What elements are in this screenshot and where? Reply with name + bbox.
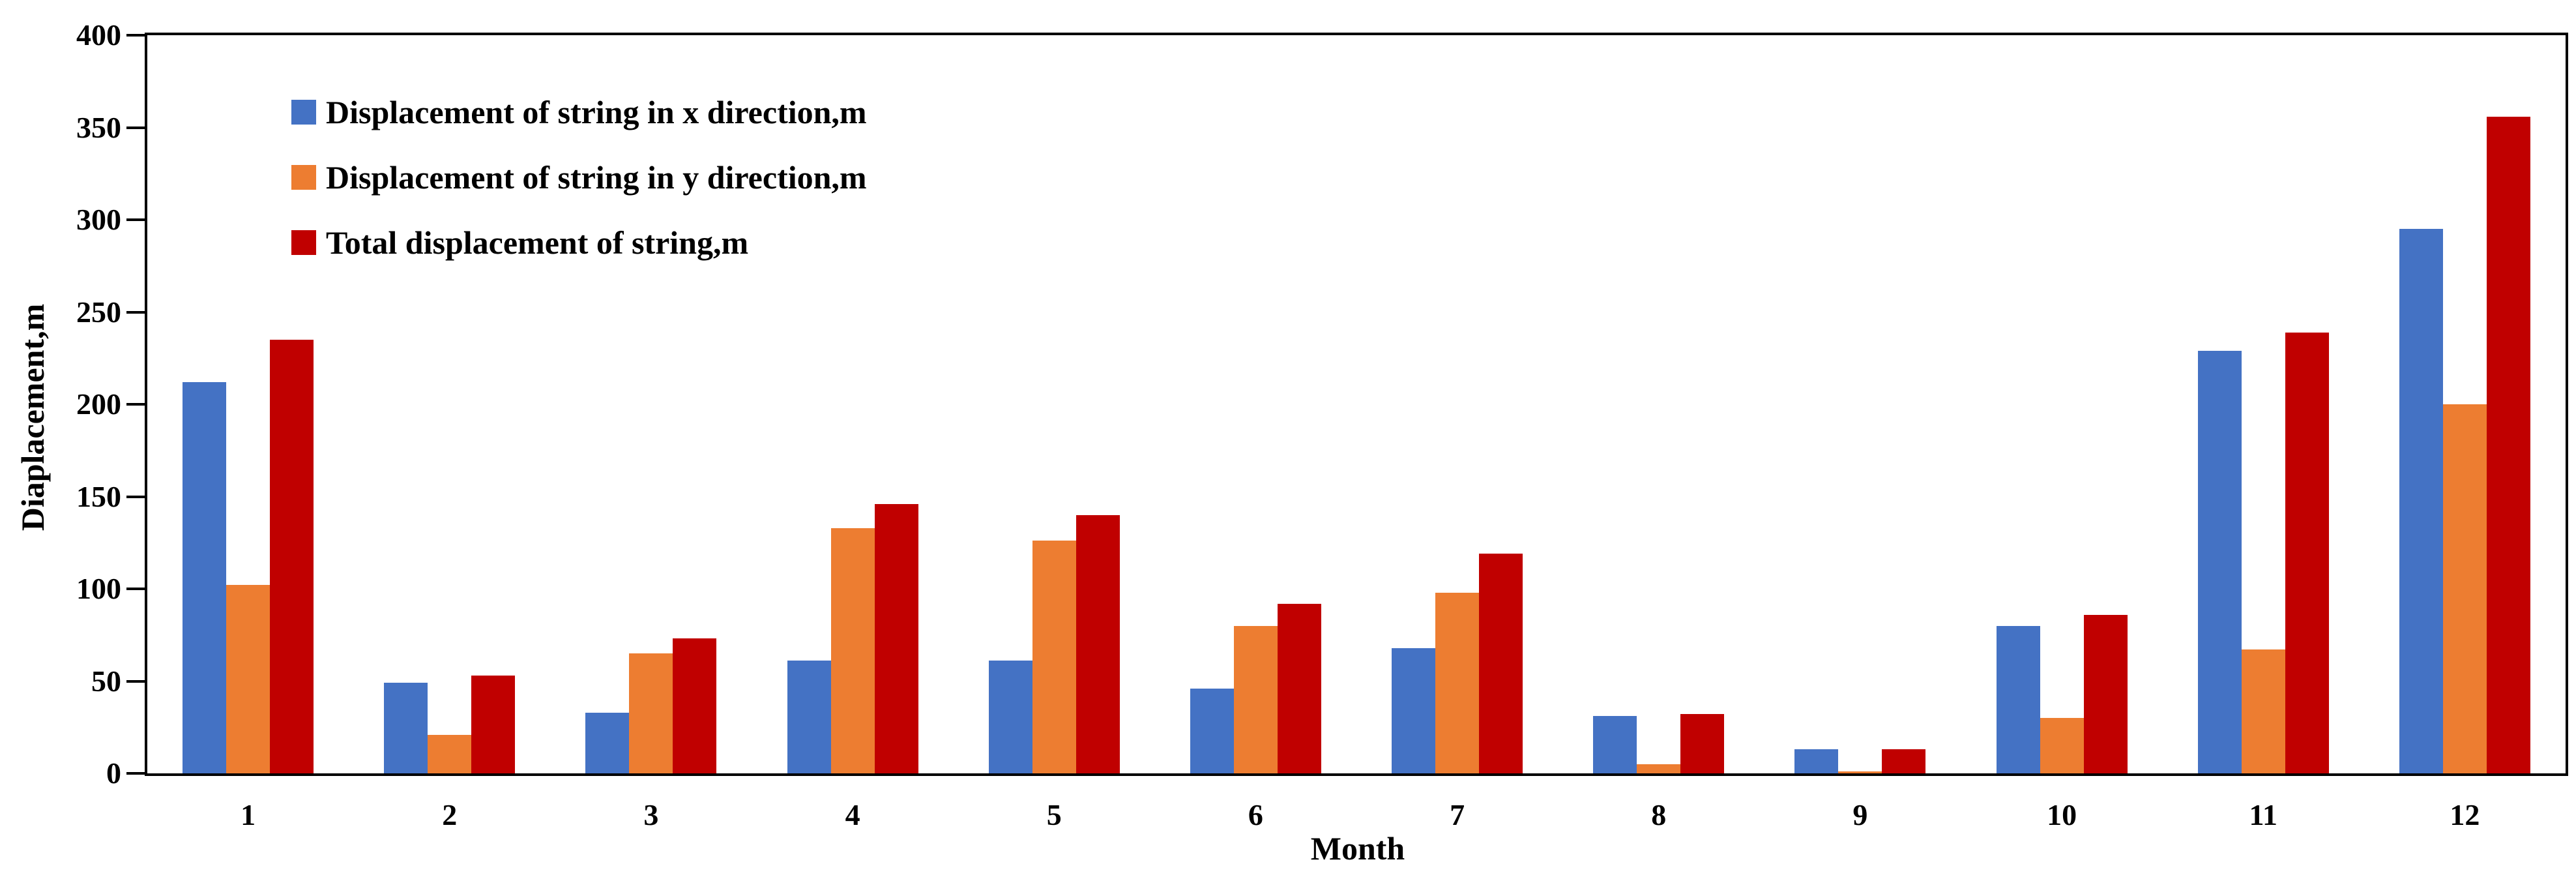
bar-series-3-month-3 <box>673 638 717 773</box>
bar-series-1-month-2 <box>384 683 428 773</box>
x-tick-label-5: 5 <box>1046 798 1062 831</box>
bar-series-1-month-5 <box>988 661 1032 773</box>
bar-series-3-month-8 <box>1680 714 1725 773</box>
y-tick-label-350: 350 <box>76 110 121 144</box>
x-tick-label-1: 1 <box>241 798 256 831</box>
legend-label-2: Displacement of string in y direction,m <box>326 159 867 196</box>
bar-series-2-month-9 <box>1838 771 1882 773</box>
y-tick-label-400: 400 <box>76 18 121 52</box>
y-tick-mark-50 <box>126 679 145 683</box>
bar-series-3-month-4 <box>874 503 918 773</box>
y-tick-mark-300 <box>126 218 145 221</box>
x-tick-label-8: 8 <box>1651 798 1667 831</box>
bar-series-3-month-9 <box>1882 749 1926 773</box>
bar-series-3-month-10 <box>2083 614 2128 773</box>
y-tick-mark-0 <box>126 772 145 775</box>
bar-series-1-month-4 <box>787 661 831 773</box>
bar-series-3-month-1 <box>270 339 314 773</box>
y-tick-label-150: 150 <box>76 479 121 513</box>
x-tick-label-11: 11 <box>2249 798 2277 831</box>
legend-label-3: Total displacement of string,m <box>326 224 749 261</box>
bar-series-1-month-1 <box>183 382 227 773</box>
bar-series-1-month-8 <box>1593 716 1637 773</box>
bar-series-2-month-11 <box>2241 649 2285 773</box>
legend-swatch-1 <box>291 100 316 125</box>
x-tick-label-6: 6 <box>1248 798 1263 831</box>
y-tick-label-0: 0 <box>106 756 121 790</box>
y-tick-label-300: 300 <box>76 203 121 236</box>
bar-series-3-month-11 <box>2285 332 2329 773</box>
bar-series-2-month-1 <box>226 585 271 773</box>
y-tick-label-250: 250 <box>76 295 121 329</box>
x-tick-label-9: 9 <box>1852 798 1868 831</box>
bar-series-1-month-7 <box>1392 648 1436 773</box>
y-tick-label-100: 100 <box>76 572 121 605</box>
bar-series-1-month-9 <box>1794 749 1839 773</box>
y-tick-mark-400 <box>126 34 145 37</box>
bar-series-1-month-11 <box>2197 350 2242 773</box>
legend-item-3: Total displacement of string,m <box>291 224 867 261</box>
bar-series-2-month-7 <box>1435 592 1480 773</box>
bar-series-3-month-12 <box>2486 116 2530 773</box>
bar-series-3-month-7 <box>1479 554 1523 773</box>
x-tick-label-2: 2 <box>442 798 458 831</box>
y-tick-label-50: 50 <box>91 664 121 698</box>
bar-series-2-month-2 <box>428 734 472 773</box>
x-tick-label-4: 4 <box>845 798 860 831</box>
plot-area <box>145 33 2568 776</box>
bar-series-2-month-12 <box>2442 404 2487 773</box>
bar-series-1-month-10 <box>1996 625 2040 773</box>
bar-series-2-month-6 <box>1233 625 1278 773</box>
legend-label-1: Displacement of string in x direction,m <box>326 94 867 130</box>
legend-item-2: Displacement of string in y direction,m <box>291 159 867 196</box>
x-axis-title: Month <box>1310 830 1405 867</box>
legend-swatch-2 <box>291 165 316 190</box>
x-tick-label-10: 10 <box>2047 798 2077 831</box>
x-tick-label-3: 3 <box>643 798 659 831</box>
bar-series-2-month-4 <box>830 528 875 773</box>
y-tick-mark-250 <box>126 310 145 314</box>
x-tick-label-7: 7 <box>1450 798 1465 831</box>
legend-swatch-3 <box>291 230 316 255</box>
y-tick-mark-200 <box>126 403 145 406</box>
bar-series-2-month-5 <box>1032 541 1076 773</box>
bar-series-3-month-6 <box>1277 603 1321 773</box>
bar-series-1-month-12 <box>2399 229 2443 773</box>
bar-series-2-month-8 <box>1637 764 1681 773</box>
bar-series-2-month-3 <box>629 653 673 773</box>
x-tick-label-12: 12 <box>2450 798 2480 831</box>
y-tick-mark-150 <box>126 495 145 498</box>
bar-series-3-month-2 <box>471 676 516 773</box>
bar-series-1-month-3 <box>585 712 630 773</box>
y-tick-mark-100 <box>126 588 145 590</box>
bar-series-2-month-10 <box>2040 718 2084 773</box>
bar-series-3-month-5 <box>1076 514 1120 773</box>
bar-series-1-month-6 <box>1190 688 1234 773</box>
legend: Displacement of string in x direction,m D… <box>291 94 867 291</box>
y-tick-label-200: 200 <box>76 387 121 421</box>
legend-item-1: Displacement of string in x direction,m <box>291 94 867 130</box>
y-tick-mark-350 <box>126 126 145 129</box>
